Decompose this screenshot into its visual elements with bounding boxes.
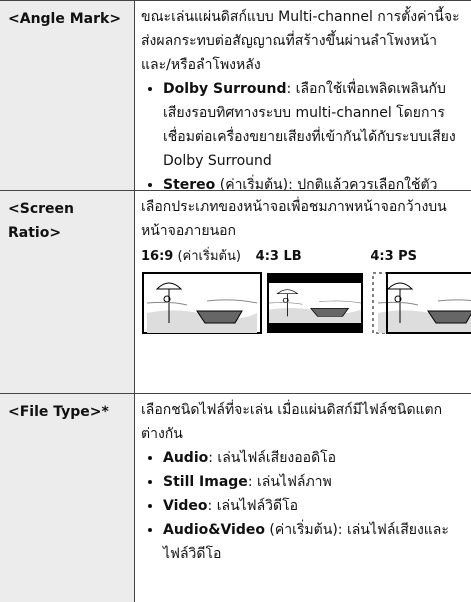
- bullet: Dolby Surround: เลือกใช้เพื่อเพลิดเพลินก…: [163, 77, 465, 173]
- ratio-illustrations: [142, 272, 471, 334]
- bullet: Still Image: เล่นไฟล์ภาพ: [163, 470, 465, 494]
- row-label: <File Type>*: [0, 394, 135, 602]
- bullet-list: Dolby Surround: เลือกใช้เพื่อเพลิดเพลินก…: [141, 77, 465, 190]
- bullet: Audio&Video (ค่าเริ่มต้น): เล่นไฟล์เสียง…: [163, 518, 465, 566]
- description: (ค่าเริ่มต้น): [173, 249, 241, 264]
- term: Still Image: [163, 474, 248, 490]
- option: 4:3 LB: [256, 245, 357, 269]
- description: : เล่นไฟล์ภาพ: [247, 474, 332, 490]
- pan-scan-screen: [372, 272, 471, 334]
- option-labels: 16:9 (ค่าเริ่มต้น) 4:3 LB 4:3 PS: [141, 245, 471, 269]
- row-content: ขณะเล่นแผ่นดิสก์แบบ Multi-channel การตั้…: [135, 1, 471, 190]
- bullet: Video: เล่นไฟล์วิดีโอ: [163, 494, 465, 518]
- term: Audio: [163, 450, 209, 466]
- description: : เลือกใช้เพื่อเพลิดเพลินกับเสียงรอบทิศท…: [163, 81, 456, 169]
- term: Stereo: [163, 177, 216, 190]
- table-row: <Screen Ratio> เลือกประเภทของหน้าจอเพื่อ…: [0, 191, 471, 394]
- bullet: Audio: เล่นไฟล์เสียงออดิโอ: [163, 446, 465, 470]
- letterbox-screen: [267, 273, 363, 333]
- description: : เล่นไฟล์เสียงออดิโอ: [208, 450, 337, 466]
- description: (ค่าเริ่มต้น): เล่นไฟล์เสียงและไฟล์วิดีโ…: [163, 522, 449, 562]
- description: : เล่นไฟล์วิดีโอ: [207, 498, 299, 514]
- term: Audio&Video: [163, 522, 265, 538]
- bullet-list: Audio: เล่นไฟล์เสียงออดิโอ Still Image: …: [141, 446, 465, 566]
- option: 4:3 PS: [370, 245, 471, 269]
- option: 16:9 (ค่าเริ่มต้น): [141, 245, 242, 269]
- wide-screen: [142, 272, 262, 334]
- term: Dolby Surround: [163, 81, 287, 97]
- term: 4:3 PS: [370, 249, 418, 264]
- term: 4:3 LB: [255, 249, 302, 264]
- row-content: เลือกชนิดไฟล์ที่จะเล่น เมื่อแผ่นดิสก์มีไ…: [135, 394, 471, 602]
- term: 16:9: [141, 249, 174, 264]
- bullet: Stereo (ค่าเริ่มต้น): ปกติแล้วควรเลือกใช…: [163, 173, 465, 190]
- row-content: เลือกประเภทของหน้าจอเพื่อชมภาพหน้าจอกว้า…: [135, 191, 471, 393]
- paragraph: เลือกชนิดไฟล์ที่จะเล่น เมื่อแผ่นดิสก์มีไ…: [141, 402, 443, 442]
- description: (ค่าเริ่มต้น): ปกติแล้วควรเลือกใช้ตัวเลื…: [219, 177, 438, 190]
- table-row: <Angle Mark> ขณะเล่นแผ่นดิสก์แบบ Multi-c…: [0, 1, 471, 191]
- row-label: <Screen Ratio>: [0, 191, 135, 393]
- row-label: <Angle Mark>: [0, 1, 135, 190]
- term: Video: [163, 498, 208, 514]
- paragraph: เลือกประเภทของหน้าจอเพื่อชมภาพหน้าจอกว้า…: [141, 199, 447, 239]
- table-row: <File Type>* เลือกชนิดไฟล์ที่จะเล่น เมื่…: [0, 394, 471, 602]
- paragraph: ขณะเล่นแผ่นดิสก์แบบ Multi-channel การตั้…: [141, 9, 460, 73]
